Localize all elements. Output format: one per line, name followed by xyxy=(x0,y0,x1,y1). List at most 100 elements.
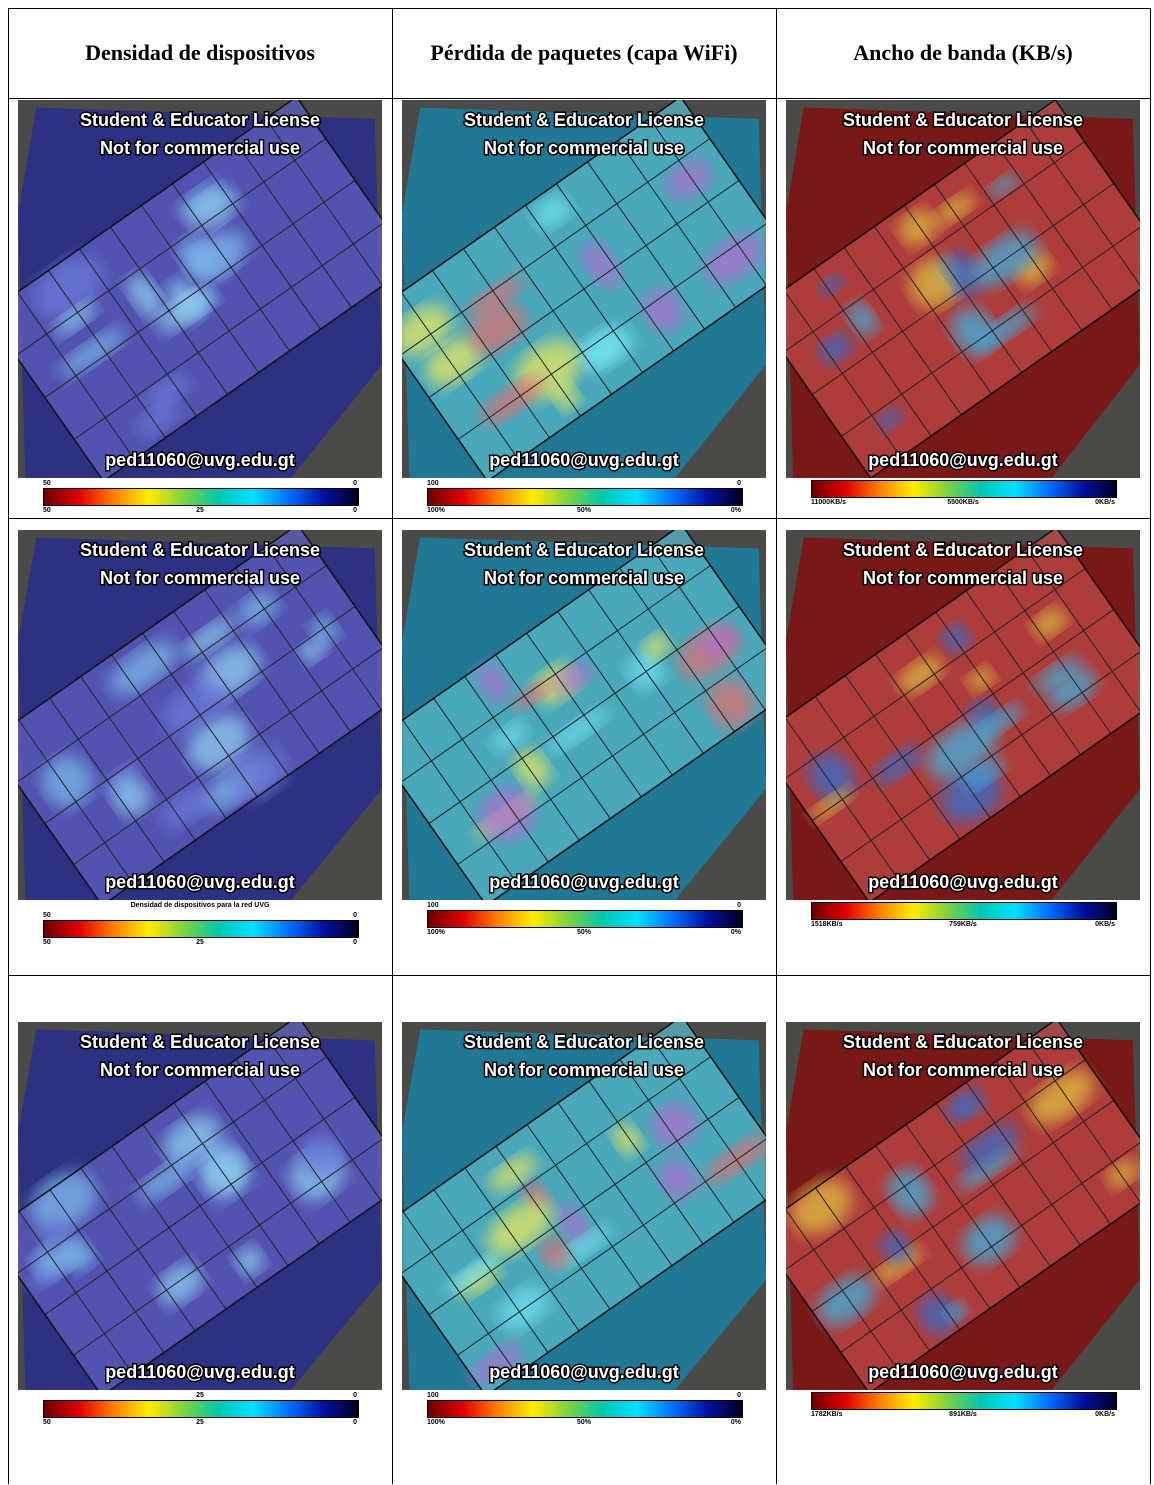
heat-blob xyxy=(557,1203,590,1243)
building xyxy=(786,100,1140,478)
building-outline xyxy=(786,100,1140,478)
heat-blob xyxy=(945,1301,968,1322)
watermark-line: Student & Educator License xyxy=(80,1032,320,1052)
heat-blob xyxy=(818,274,845,296)
colorbar-label: 25 xyxy=(196,1392,204,1399)
heat-blob xyxy=(887,1169,933,1216)
heat-blob xyxy=(34,256,104,318)
heat-blob xyxy=(880,1231,912,1264)
heatmap-image: Student & Educator License Not for commer… xyxy=(18,1022,382,1390)
colorbar-label: 0 xyxy=(353,480,357,487)
floor-grid xyxy=(786,568,1086,781)
watermark-line: Not for commercial use xyxy=(100,1060,300,1080)
heat-blob xyxy=(104,761,140,789)
heat-blob xyxy=(426,337,482,386)
colorbar xyxy=(43,920,359,938)
floor-grid xyxy=(457,221,766,440)
floor-grid xyxy=(73,221,382,440)
floor-grid xyxy=(44,1097,356,1315)
column-border xyxy=(8,8,9,1484)
heatmap-image: Student & Educator License Not for commer… xyxy=(18,100,382,478)
watermark-email: ped11060@uvg.edu.gt xyxy=(489,450,679,470)
floor-grid xyxy=(786,1059,1086,1272)
watermark-email: ped11060@uvg.edu.gt xyxy=(489,872,679,892)
heat-blob xyxy=(963,757,1006,790)
colorbar-label: 0 xyxy=(353,507,357,514)
floor-grid xyxy=(811,609,1115,821)
heat-blob xyxy=(874,746,922,784)
heat-blob xyxy=(109,641,178,696)
heat-blob xyxy=(658,1159,697,1200)
colorbar-label: 1782KB/s xyxy=(811,1411,843,1418)
floor-grid xyxy=(73,646,382,865)
building-outline xyxy=(402,100,766,478)
heat-blob xyxy=(951,307,997,355)
heat-blob xyxy=(817,1275,875,1326)
colorbar-label: 0 xyxy=(737,480,741,487)
heat-blob xyxy=(1032,607,1067,638)
colorbar-label: 891KB/s xyxy=(949,1411,977,1418)
colorbar-label: 50 xyxy=(43,912,51,919)
colorbar-label: 25 xyxy=(196,507,204,514)
heat-blob xyxy=(552,382,579,411)
watermark-line: Not for commercial use xyxy=(100,568,300,588)
colorbar-label: 100 xyxy=(427,902,439,909)
building-outline xyxy=(18,530,382,900)
heat-blob xyxy=(583,327,634,371)
heat-blob xyxy=(989,173,1018,197)
watermark-line: Not for commercial use xyxy=(100,138,300,158)
heat-blob xyxy=(539,1237,570,1269)
floor-grid xyxy=(840,1140,1140,1353)
heat-blob xyxy=(156,290,210,332)
watermark-line: Not for commercial use xyxy=(484,138,684,158)
watermark-line: Not for commercial use xyxy=(863,1060,1063,1080)
colorbar-label: 100 xyxy=(427,1392,439,1399)
row-border xyxy=(8,518,1151,519)
watermark-line: Not for commercial use xyxy=(863,568,1063,588)
building-outline xyxy=(402,1022,766,1390)
watermark-line: Not for commercial use xyxy=(484,568,684,588)
watermark-email: ped11060@uvg.edu.gt xyxy=(105,450,295,470)
building xyxy=(402,530,766,900)
heat-blob xyxy=(54,302,97,336)
colorbar-label: 0 xyxy=(353,939,357,946)
column-header: Pérdida de paquetes (capa WiFi) xyxy=(430,40,738,65)
heat-blob xyxy=(157,1264,203,1305)
colorbar-label: 0KB/s xyxy=(1095,499,1115,506)
colorbar xyxy=(427,910,743,928)
heat-blob xyxy=(137,401,181,436)
watermark-email: ped11060@uvg.edu.gt xyxy=(489,1362,679,1382)
heat-blob xyxy=(955,1088,986,1118)
heat-blob xyxy=(643,633,671,659)
heat-blob xyxy=(479,787,535,841)
floor-grid xyxy=(428,180,740,398)
heat-blob xyxy=(38,1221,70,1251)
floor-grid xyxy=(840,649,1140,862)
column-header: Ancho de banda (KB/s) xyxy=(853,40,1073,65)
colorbar-label: 50 xyxy=(43,939,51,946)
colorbar-label: 0 xyxy=(353,1419,357,1426)
heat-blob xyxy=(188,188,238,231)
heat-blob xyxy=(556,1225,612,1268)
heat-blob xyxy=(471,1344,522,1384)
heat-blob xyxy=(707,679,755,728)
colorbar-label: 100 xyxy=(427,480,439,487)
heat-blob xyxy=(941,624,971,653)
floor-grid xyxy=(18,1056,327,1275)
heat-blob xyxy=(467,276,523,318)
heat-blob xyxy=(808,752,855,802)
colorbar-label: 759KB/s xyxy=(949,921,977,928)
heat-blob xyxy=(666,159,712,199)
colorbar-label: 0KB/s xyxy=(1095,921,1115,928)
watermark-line: Student & Educator License xyxy=(80,540,320,560)
heat-blob xyxy=(935,193,975,225)
colorbar xyxy=(427,488,743,506)
heatmap-image: Student & Educator License Not for commer… xyxy=(786,1022,1140,1390)
colorbar-label: 25 xyxy=(196,1419,204,1426)
floor-grid xyxy=(841,224,1140,437)
heat-blob xyxy=(183,618,236,658)
colorbar-label: 100% xyxy=(427,1419,445,1426)
heatmap-image: Student & Educator License Not for commer… xyxy=(402,100,766,478)
heatmap-image: Student & Educator License Not for commer… xyxy=(402,530,766,900)
heat-blob xyxy=(962,1215,1016,1265)
